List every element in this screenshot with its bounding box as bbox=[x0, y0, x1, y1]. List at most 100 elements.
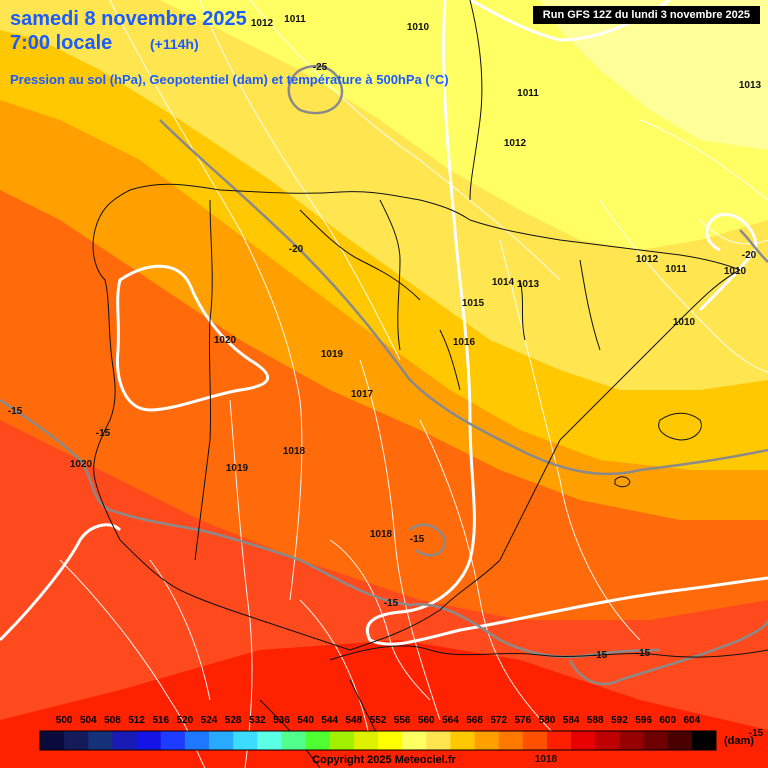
colorbar-swatch bbox=[233, 731, 258, 750]
forecast-date: samedi 8 novembre 2025 bbox=[10, 8, 247, 30]
colorbar-tick-label: 536 bbox=[273, 715, 290, 726]
colorbar-swatch bbox=[426, 731, 451, 750]
pressure-labels: 1012 1011 1010 1013 1011 1012 1012 1011 1010 1010… bbox=[70, 14, 762, 765]
pressure-label: 1010 bbox=[673, 317, 696, 328]
map-subtitle: Pression au sol (hPa), Geopotentiel (dam… bbox=[10, 72, 449, 87]
colorbar-swatch bbox=[571, 731, 596, 750]
temperature-label: -15 bbox=[8, 406, 23, 417]
colorbar-swatch bbox=[64, 731, 89, 750]
colorbar-swatch bbox=[160, 731, 186, 750]
pressure-label: 1016 bbox=[453, 337, 476, 348]
colorbar-swatch bbox=[209, 731, 234, 750]
colorbar-tick-label: 572 bbox=[490, 715, 507, 726]
coastlines-borders bbox=[92, 0, 768, 768]
colorbar-unit: (dam) bbox=[724, 735, 754, 747]
colorbar-tick-label: 504 bbox=[80, 715, 97, 726]
pressure-label: 1011 bbox=[284, 14, 306, 25]
forecast-time: 7:00 locale bbox=[10, 32, 113, 54]
colorbar-tick-label: 524 bbox=[201, 715, 218, 726]
colorbar-swatch bbox=[619, 731, 645, 750]
colorbar-tick-label: 580 bbox=[539, 715, 556, 726]
colorbar-swatch bbox=[257, 731, 282, 750]
colorbar-tick-label: 528 bbox=[225, 715, 242, 726]
isobars bbox=[59, 0, 768, 768]
pressure-label: 1015 bbox=[462, 298, 485, 309]
colorbar-swatch bbox=[40, 731, 65, 750]
colorbar-tick-label: 516 bbox=[152, 715, 169, 726]
colorbar-tick-label: 576 bbox=[515, 715, 532, 726]
pressure-label: 1014 bbox=[492, 277, 515, 288]
pressure-label: 1020 bbox=[70, 459, 93, 470]
colorbar-tick-label: 600 bbox=[659, 715, 676, 726]
pressure-label: 1012 bbox=[636, 254, 659, 265]
colorbar: 500 504 508 512 516 520 524 528 532 536 540 544 548 5… bbox=[39, 715, 717, 751]
colorbar-swatch bbox=[184, 731, 210, 750]
colorbar-tick-label: 508 bbox=[104, 715, 121, 726]
pressure-label: 1011 bbox=[665, 264, 687, 275]
colorbar-swatch bbox=[595, 731, 620, 750]
pressure-label: 1019 bbox=[226, 463, 249, 474]
colorbar-swatch bbox=[402, 731, 427, 750]
pressure-label: 1018 bbox=[535, 754, 558, 765]
colorbar-swatch bbox=[378, 731, 403, 750]
colorbar-tick-label: 588 bbox=[587, 715, 604, 726]
colorbar-swatch bbox=[474, 731, 500, 750]
colorbar-tick-label: 564 bbox=[442, 715, 459, 726]
colorbar-tick-label: 560 bbox=[418, 715, 435, 726]
colorbar-tick-label: 596 bbox=[635, 715, 652, 726]
pressure-label: 1012 bbox=[504, 138, 527, 149]
colorbar-swatch bbox=[691, 731, 717, 750]
pressure-label: 1013 bbox=[739, 80, 762, 91]
colorbar-tick-label: 532 bbox=[249, 715, 266, 726]
pressure-label: 1018 bbox=[283, 446, 306, 457]
colorbar-swatch bbox=[522, 731, 548, 750]
temperature-label: -15 bbox=[749, 728, 764, 739]
colorbar-swatch bbox=[112, 731, 138, 750]
colorbar-swatch bbox=[329, 731, 355, 750]
temperature-label: -25 bbox=[313, 62, 328, 73]
colorbar-tick-label: 540 bbox=[297, 715, 314, 726]
pressure-label: 1013 bbox=[517, 279, 540, 290]
pressure-label: 1018 bbox=[370, 529, 393, 540]
pressure-label: 1019 bbox=[321, 349, 344, 360]
colorbar-tick-label: 500 bbox=[56, 715, 73, 726]
colorbar-swatch bbox=[547, 731, 572, 750]
pressure-label: 1020 bbox=[214, 335, 237, 346]
temperature-labels: -25 -20 -20 -15 -15 -15 -15 -15 -15 -15 bbox=[8, 62, 764, 739]
copyright: Copyright 2025 Meteociel.fr bbox=[312, 754, 456, 766]
colorbar-tick-label: 544 bbox=[321, 715, 338, 726]
pressure-label: 1010 bbox=[724, 266, 747, 277]
run-info-badge: Run GFS 12Z du lundi 3 novembre 2025 bbox=[532, 6, 760, 24]
colorbar-tick-label: 548 bbox=[346, 715, 363, 726]
pressure-label: 1012 bbox=[251, 18, 274, 29]
colorbar-swatch bbox=[353, 731, 379, 750]
colorbar-swatch bbox=[498, 731, 524, 750]
temperature-label: -20 bbox=[289, 244, 304, 255]
colorbar-swatch bbox=[281, 731, 307, 750]
colorbar-swatch bbox=[136, 731, 162, 750]
colorbar-swatch bbox=[643, 731, 669, 750]
colorbar-swatch bbox=[305, 731, 331, 750]
pressure-label: 1017 bbox=[351, 389, 374, 400]
temperature-label: -15 bbox=[410, 534, 425, 545]
temperature-label: -20 bbox=[742, 250, 757, 261]
temperature-label: -15 bbox=[96, 428, 111, 439]
pressure-label: 1010 bbox=[407, 22, 430, 33]
lead-time: (+114h) bbox=[150, 36, 199, 52]
temperature-label: -15 bbox=[593, 650, 608, 661]
temperature-label: -15 bbox=[384, 598, 399, 609]
colorbar-swatch bbox=[667, 731, 693, 750]
colorbar-tick-label: 556 bbox=[394, 715, 411, 726]
colorbar-tick-label: 568 bbox=[466, 715, 483, 726]
colorbar-swatch bbox=[88, 731, 113, 750]
colorbar-tick-label: 552 bbox=[370, 715, 387, 726]
colorbar-tick-label: 584 bbox=[563, 715, 580, 726]
colorbar-tick-label: 512 bbox=[128, 715, 145, 726]
colorbar-tick-label: 592 bbox=[611, 715, 628, 726]
colorbar-tick-label: 520 bbox=[177, 715, 194, 726]
pressure-label: 1011 bbox=[517, 88, 539, 99]
colorbar-tick-label: 604 bbox=[684, 715, 701, 726]
colorbar-swatch bbox=[450, 731, 476, 750]
